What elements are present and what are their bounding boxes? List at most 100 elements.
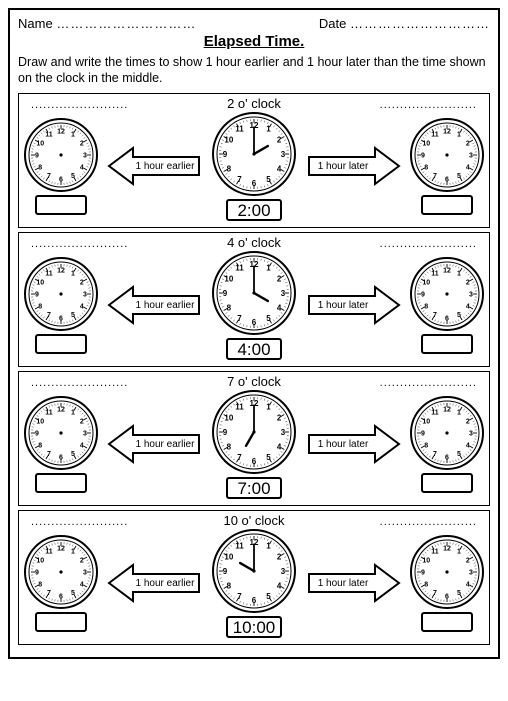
center-clock: 123456789101112 bbox=[211, 528, 297, 614]
later-column: 123456789101112 bbox=[409, 395, 485, 493]
svg-text:5: 5 bbox=[457, 590, 461, 597]
svg-text:9: 9 bbox=[35, 430, 39, 437]
earlier-clock[interactable]: 123456789101112 bbox=[23, 534, 99, 610]
svg-text:6: 6 bbox=[445, 454, 449, 461]
later-clock[interactable]: 123456789101112 bbox=[409, 395, 485, 471]
svg-text:11: 11 bbox=[45, 131, 53, 138]
blank-label-left[interactable]: ........................ bbox=[31, 516, 128, 528]
svg-text:2: 2 bbox=[466, 279, 470, 286]
center-column: 123456789101112 4:00 bbox=[211, 250, 297, 360]
arrow-left: 1 hour earlier bbox=[107, 422, 203, 466]
svg-text:9: 9 bbox=[421, 569, 425, 576]
svg-text:2: 2 bbox=[277, 274, 282, 283]
svg-text:1: 1 bbox=[71, 131, 75, 138]
svg-text:8: 8 bbox=[424, 164, 428, 171]
earlier-time-box[interactable] bbox=[35, 473, 87, 493]
svg-text:6: 6 bbox=[252, 456, 257, 465]
svg-text:5: 5 bbox=[266, 313, 271, 322]
earlier-column: 123456789101112 bbox=[23, 256, 99, 354]
earlier-clock[interactable]: 123456789101112 bbox=[23, 256, 99, 332]
arrow-right: 1 hour later bbox=[305, 561, 401, 605]
svg-text:1: 1 bbox=[457, 548, 461, 555]
worksheet-page: Name ………………………… Date ………………………… Elapsed … bbox=[8, 8, 500, 659]
svg-text:12: 12 bbox=[57, 128, 65, 135]
svg-text:2: 2 bbox=[80, 140, 84, 147]
svg-text:4: 4 bbox=[277, 164, 282, 173]
earlier-column: 123456789101112 bbox=[23, 117, 99, 215]
svg-text:11: 11 bbox=[45, 270, 53, 277]
earlier-time-box[interactable] bbox=[35, 195, 87, 215]
date-field[interactable]: Date ………………………… bbox=[319, 16, 490, 31]
date-blank[interactable]: ………………………… bbox=[350, 16, 490, 31]
rows-container: ........................ 2 o' clock ....… bbox=[18, 93, 490, 645]
svg-text:1 hour later: 1 hour later bbox=[318, 439, 369, 450]
svg-text:1: 1 bbox=[266, 402, 271, 411]
svg-text:4: 4 bbox=[277, 581, 282, 590]
svg-text:1 hour later: 1 hour later bbox=[318, 300, 369, 311]
svg-text:9: 9 bbox=[223, 149, 228, 158]
later-clock[interactable]: 123456789101112 bbox=[409, 256, 485, 332]
svg-text:10: 10 bbox=[224, 135, 233, 144]
later-time-box[interactable] bbox=[421, 473, 473, 493]
svg-text:5: 5 bbox=[266, 174, 271, 183]
svg-text:6: 6 bbox=[59, 315, 63, 322]
name-blank[interactable]: ………………………… bbox=[56, 16, 196, 31]
later-clock[interactable]: 123456789101112 bbox=[409, 534, 485, 610]
blank-label-left[interactable]: ........................ bbox=[31, 238, 128, 250]
instructions: Draw and write the times to show 1 hour … bbox=[18, 54, 490, 87]
exercise-row: ........................ 7 o' clock ....… bbox=[18, 371, 490, 506]
later-time-box[interactable] bbox=[421, 195, 473, 215]
arrow-right: 1 hour later bbox=[305, 144, 401, 188]
earlier-time-box[interactable] bbox=[35, 334, 87, 354]
earlier-clock[interactable]: 123456789101112 bbox=[23, 117, 99, 193]
later-time-box[interactable] bbox=[421, 334, 473, 354]
blank-label-right[interactable]: ........................ bbox=[380, 238, 477, 250]
svg-text:3: 3 bbox=[469, 291, 473, 298]
center-time-box: 7:00 bbox=[226, 477, 282, 499]
svg-text:2: 2 bbox=[277, 552, 282, 561]
svg-text:10: 10 bbox=[422, 140, 430, 147]
svg-text:7: 7 bbox=[433, 173, 437, 180]
svg-text:3: 3 bbox=[281, 566, 286, 575]
exercise-row: ........................ 4 o' clock ....… bbox=[18, 232, 490, 367]
svg-text:1: 1 bbox=[71, 270, 75, 277]
svg-text:10: 10 bbox=[36, 418, 44, 425]
svg-text:12: 12 bbox=[57, 267, 65, 274]
svg-text:3: 3 bbox=[469, 569, 473, 576]
blank-label-left[interactable]: ........................ bbox=[31, 377, 128, 389]
svg-text:3: 3 bbox=[83, 569, 87, 576]
svg-text:12: 12 bbox=[57, 545, 65, 552]
svg-text:7: 7 bbox=[47, 451, 51, 458]
svg-text:11: 11 bbox=[235, 402, 244, 411]
earlier-clock[interactable]: 123456789101112 bbox=[23, 395, 99, 471]
svg-text:4: 4 bbox=[277, 303, 282, 312]
svg-text:5: 5 bbox=[457, 312, 461, 319]
svg-text:9: 9 bbox=[421, 152, 425, 159]
earlier-time-box[interactable] bbox=[35, 612, 87, 632]
blank-label-right[interactable]: ........................ bbox=[380, 377, 477, 389]
center-time-label: 2 o' clock bbox=[128, 96, 379, 111]
later-clock[interactable]: 123456789101112 bbox=[409, 117, 485, 193]
blank-label-left[interactable]: ........................ bbox=[31, 99, 128, 111]
svg-text:12: 12 bbox=[57, 406, 65, 413]
svg-text:10: 10 bbox=[422, 418, 430, 425]
svg-text:1: 1 bbox=[457, 270, 461, 277]
svg-text:3: 3 bbox=[469, 152, 473, 159]
svg-text:7: 7 bbox=[433, 312, 437, 319]
svg-text:9: 9 bbox=[223, 288, 228, 297]
svg-text:11: 11 bbox=[45, 548, 53, 555]
later-time-box[interactable] bbox=[421, 612, 473, 632]
svg-text:2: 2 bbox=[466, 140, 470, 147]
svg-text:6: 6 bbox=[445, 315, 449, 322]
svg-text:12: 12 bbox=[443, 267, 451, 274]
svg-text:4: 4 bbox=[466, 164, 470, 171]
svg-text:12: 12 bbox=[443, 406, 451, 413]
center-time-box: 10:00 bbox=[226, 616, 282, 638]
name-field[interactable]: Name ………………………… bbox=[18, 16, 196, 31]
blank-label-right[interactable]: ........................ bbox=[380, 516, 477, 528]
svg-text:10: 10 bbox=[36, 279, 44, 286]
svg-text:7: 7 bbox=[47, 312, 51, 319]
svg-text:9: 9 bbox=[35, 152, 39, 159]
later-column: 123456789101112 bbox=[409, 117, 485, 215]
blank-label-right[interactable]: ........................ bbox=[380, 99, 477, 111]
